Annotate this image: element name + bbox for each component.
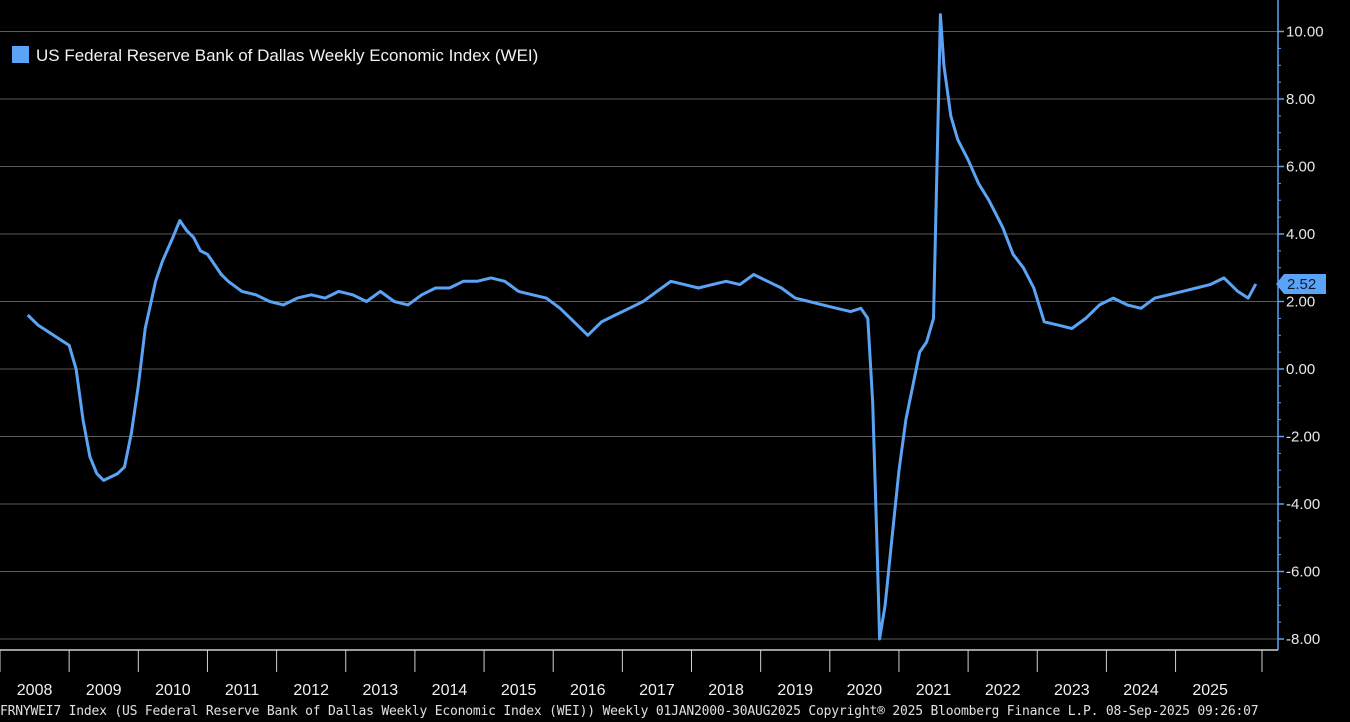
x-tick-label: 2023 bbox=[1054, 682, 1090, 699]
y-axis: 10.00 8.00 6.00 4.00 2.00 0.00 -2.00 -4.00 -6.00… bbox=[1277, 0, 1324, 650]
x-tick-label: 2009 bbox=[86, 682, 122, 699]
chart-footer: FRNYWEI7 Index (US Federal Reserve Bank … bbox=[0, 704, 1259, 719]
grid-lines bbox=[0, 31, 1278, 640]
legend-swatch bbox=[12, 46, 29, 63]
y-tick-label: 8.00 bbox=[1286, 91, 1315, 108]
x-tick-label: 2013 bbox=[363, 682, 399, 699]
x-tick-label: 2025 bbox=[1192, 682, 1228, 699]
x-tick-label: 2022 bbox=[985, 682, 1021, 699]
y-tick-label: -8.00 bbox=[1286, 631, 1320, 648]
line-chart: 10.00 8.00 6.00 4.00 2.00 0.00 -2.00 -4.00 -6.00… bbox=[0, 0, 1326, 699]
x-tick-label: 2016 bbox=[570, 682, 606, 699]
y-tick-label: 0.00 bbox=[1286, 361, 1315, 378]
x-tick-label: 2024 bbox=[1123, 682, 1159, 699]
x-tick-label: 2014 bbox=[432, 682, 468, 699]
x-tick-label: 2021 bbox=[916, 682, 952, 699]
y-tick-label: -6.00 bbox=[1286, 564, 1320, 581]
series-layer bbox=[26, 13, 1258, 641]
series-line bbox=[26, 13, 1258, 641]
x-tick-label: 2015 bbox=[501, 682, 537, 699]
x-tick-label: 2017 bbox=[639, 682, 675, 699]
y-tick-label: 10.00 bbox=[1286, 24, 1324, 41]
y-tick-label: -4.00 bbox=[1286, 496, 1320, 513]
x-tick-label: 2008 bbox=[17, 682, 53, 699]
x-tick-label: 2018 bbox=[708, 682, 744, 699]
x-tick-label: 2012 bbox=[293, 682, 329, 699]
y-tick-label: 2.00 bbox=[1286, 294, 1315, 311]
y-tick-label: 6.00 bbox=[1286, 159, 1315, 176]
last-value-marker: 2.52 bbox=[1276, 273, 1326, 294]
legend-box bbox=[4, 38, 616, 71]
legend: US Federal Reserve Bank of Dallas Weekly… bbox=[4, 38, 616, 71]
y-tick-label: -2.00 bbox=[1286, 429, 1320, 446]
x-tick-label: 2020 bbox=[847, 682, 883, 699]
last-value-tag bbox=[1276, 273, 1326, 294]
y-tick-label: 4.00 bbox=[1286, 226, 1315, 243]
x-tick-label: 2011 bbox=[225, 682, 260, 699]
x-tick-label: 2010 bbox=[155, 682, 191, 699]
x-tick-label: 2019 bbox=[777, 682, 813, 699]
legend-label: US Federal Reserve Bank of Dallas Weekly… bbox=[36, 46, 538, 65]
last-value-label: 2.52 bbox=[1287, 276, 1316, 293]
x-axis: 2008 2009 2010 2011 2012 2013 2014 2015 2016 2017… bbox=[0, 649, 1278, 699]
